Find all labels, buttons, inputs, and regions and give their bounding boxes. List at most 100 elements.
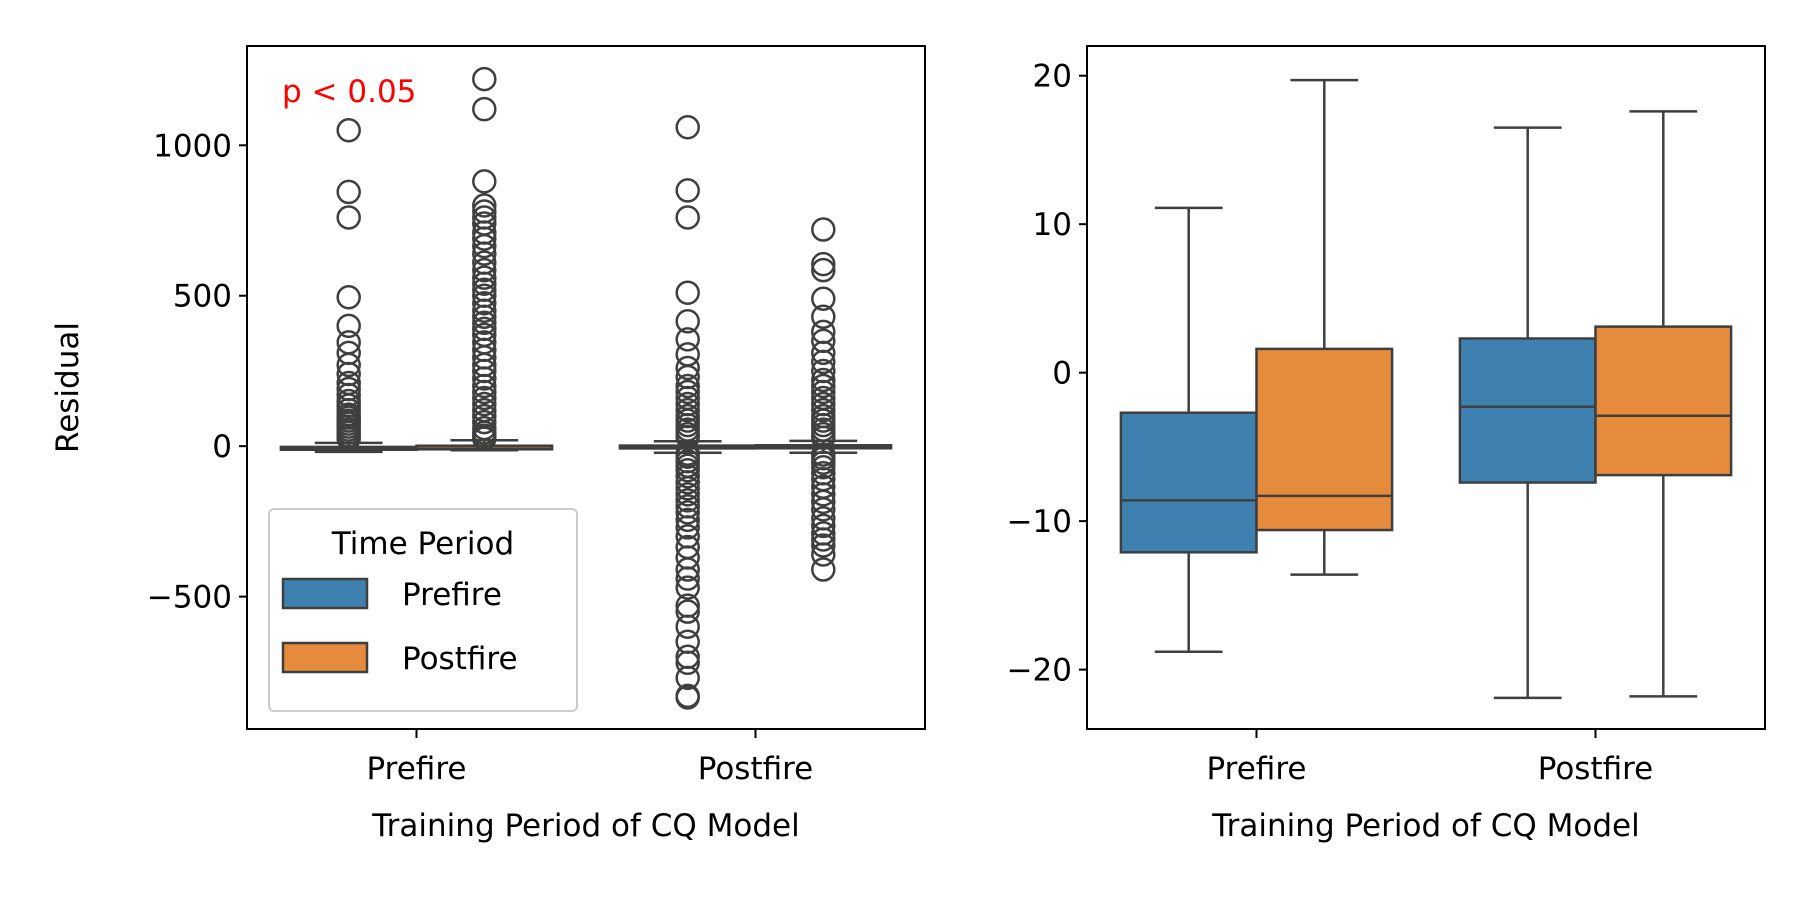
y-tick-label: −500 [147,580,232,616]
right-panel-zoomed-boxplot: −20 −10 0 10 20 Prefire Postfire Training Perio… [1007,45,1766,844]
box-body [1458,337,1597,484]
x-axis-label: Training Period of CQ Model [1211,808,1639,844]
legend-swatch-postfire [281,641,369,674]
outlier-point [472,310,497,336]
outlier-point [675,379,700,405]
box-body [1119,411,1258,554]
outlier-point [472,385,497,411]
outlier-point [675,507,700,533]
outlier-point [472,193,497,218]
box-body [1255,347,1394,532]
x-axis-label: Training Period of CQ Model [371,808,799,844]
box-prefire-prefire [279,117,418,454]
outlier-point [675,470,700,495]
box-prefire-postfire [1458,126,1597,700]
outlier-point [675,488,700,513]
outlier-point [472,409,497,435]
outlier-point [472,291,497,316]
outlier-point [472,169,497,194]
outlier-point [472,226,497,251]
y-tick-label: 0 [212,429,232,465]
y-axis-label: Residual [50,322,86,453]
outlier-point [675,482,700,507]
outlier-point [675,280,700,305]
outlier-point [811,349,836,375]
outlier-point [472,373,497,399]
outlier-point [472,391,497,417]
outlier-point [472,265,497,290]
outlier-point [811,454,836,480]
y-tick-label: 1000 [153,128,232,164]
outlier-point [675,500,700,525]
outlier-point [811,373,836,399]
box-postfire-prefire [1255,78,1394,576]
outlier-point [675,614,700,639]
x-tick-label: Postfire [1538,751,1654,787]
outlier-point [675,424,700,450]
y-tick-label: 0 [1052,356,1072,392]
outlier-point [472,366,497,391]
legend: Time Period Prefire Postfire [268,508,578,712]
left-panel-residual-boxplot: −500 0 500 1000 Prefire Postfire Training Peri… [50,45,926,844]
y-tick-label: −10 [1007,504,1072,540]
box-postfire-prefire [415,66,554,452]
p-value-annotation: p < 0.05 [282,74,416,110]
outlier-point [472,96,497,122]
outlier-point [675,464,700,489]
outlier-point [811,557,836,582]
outlier-point [472,304,497,330]
outlier-point [472,426,497,451]
outlier-point [675,599,700,624]
plot-frame [246,45,926,730]
y-tick-label: 20 [1033,59,1072,95]
outlier-point [811,513,836,539]
outlier-point [675,342,700,367]
outlier-point [811,286,836,311]
outlier-point [811,527,836,552]
outlier-point [675,327,700,352]
outlier-point [675,557,700,582]
outlier-point [472,66,497,92]
box-prefire-prefire [1119,206,1258,654]
outlier-point [675,373,700,399]
outlier-point [472,298,497,324]
outlier-point [811,367,836,393]
outlier-point [472,241,497,266]
y-tick-label: 500 [173,279,232,315]
outlier-point [675,476,700,501]
outlier-point [336,179,361,205]
y-tick-label: 10 [1033,207,1072,243]
outlier-point [811,217,836,242]
outlier-point [811,482,836,507]
y-tick-label: −20 [1007,653,1072,689]
outlier-point [336,284,361,310]
legend-label-prefire: Prefire [402,577,502,613]
box-body [1594,325,1733,477]
outlier-point [811,533,836,558]
legend-label-postfire: Postfire [402,641,518,677]
outlier-point [675,515,700,540]
outlier-point [811,397,836,423]
outlier-point [472,271,497,296]
legend-title: Time Period [331,526,514,562]
outlier-point [336,426,361,451]
outlier-point [675,685,700,710]
outlier-point [336,313,361,339]
outlier-point [675,309,700,334]
outlier-point [675,457,700,483]
outlier-point [472,233,497,259]
outlier-point [675,650,700,676]
outlier-point [675,575,700,600]
outlier-point [811,542,836,567]
outlier-point [811,304,836,330]
box-postfire-postfire [1594,110,1733,698]
plot-frame [1086,45,1766,730]
outlier-point [675,114,700,140]
outlier-point [811,251,836,277]
x-tick-label: Postfire [698,751,814,787]
outlier-point [811,497,836,522]
box-postfire-postfire [754,217,893,582]
outlier-point [336,205,361,230]
